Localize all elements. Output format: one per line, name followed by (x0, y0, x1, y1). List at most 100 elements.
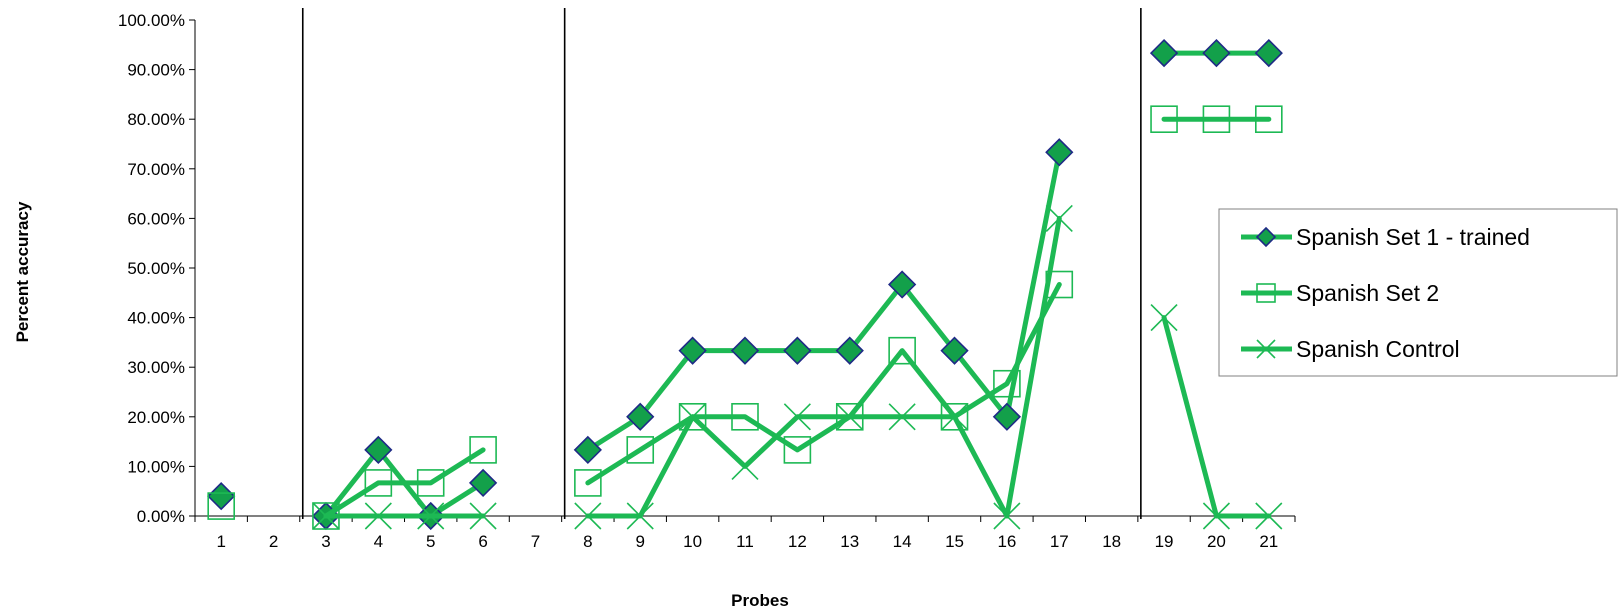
square-marker (993, 369, 1021, 398)
square-marker (1150, 105, 1178, 133)
x-tick-label: 13 (840, 532, 859, 551)
square-marker (416, 469, 445, 497)
y-tick-label: 30.00% (127, 358, 185, 377)
legend-item: Spanish Control (1241, 336, 1460, 362)
x-marker-stroke (836, 403, 864, 431)
series-layer (207, 38, 1283, 531)
x-marker (836, 403, 864, 431)
square-marker (574, 469, 602, 497)
x-tick-label: 8 (583, 532, 592, 551)
x-marker (731, 452, 759, 480)
y-axis-title: Percent accuracy (13, 201, 32, 342)
square-marker (888, 336, 916, 365)
diamond-marker (468, 468, 498, 498)
x-tick-label: 15 (945, 532, 964, 551)
x-tick-label: 1 (216, 532, 225, 551)
x-tick-label: 10 (683, 532, 702, 551)
square-marker (364, 469, 393, 497)
square-marker (678, 402, 707, 431)
diamond-marker (730, 336, 760, 365)
axes: 0.00% 10.00% 20.00% 30.00% 40.00% 50.00% 60.00… (118, 11, 1296, 551)
series-diamond (207, 38, 1283, 531)
series-x (312, 204, 1283, 530)
x-marker-stroke (731, 452, 759, 480)
x-tick-label: 19 (1155, 532, 1174, 551)
diamond-marker (992, 402, 1022, 431)
legend-label: Spanish Set 1 - trained (1296, 224, 1530, 250)
series-line (323, 447, 486, 519)
diamond-marker (1202, 38, 1231, 68)
x-marker (312, 502, 340, 530)
x-marker (1202, 502, 1230, 530)
x-marker (417, 502, 445, 530)
x-tick-label: 3 (321, 532, 330, 551)
x-marker-stroke (574, 502, 602, 530)
square-marker (783, 436, 812, 464)
square-marker (1202, 105, 1231, 133)
x-marker-stroke (940, 403, 969, 431)
x-marker (783, 403, 811, 431)
square-marker (469, 436, 497, 464)
x-tick-label: 7 (531, 532, 540, 551)
x-tick-label: 4 (374, 532, 383, 551)
x-tick-label: 20 (1207, 532, 1226, 551)
square-marker (1256, 283, 1276, 303)
x-marker-stroke (783, 403, 811, 431)
diamond-marker (888, 270, 917, 299)
x-marker (574, 502, 602, 530)
x-tick-label: 14 (893, 532, 912, 551)
x-marker-stroke (1255, 502, 1283, 530)
series-line (585, 215, 1062, 519)
diamond-marker (678, 336, 707, 365)
x-marker-stroke (626, 502, 654, 530)
square-marker (626, 436, 655, 464)
diamond-marker (626, 402, 655, 431)
x-tick-label: 9 (636, 532, 645, 551)
x-marker-stroke (1256, 339, 1276, 359)
diamond-marker (835, 336, 864, 365)
x-marker (940, 403, 969, 431)
legend-label: Spanish Set 2 (1296, 280, 1439, 306)
x-marker (469, 502, 497, 530)
legend-item: Spanish Set 2 (1241, 280, 1439, 306)
y-tick-label: 20.00% (127, 408, 185, 427)
square-marker (207, 492, 235, 520)
x-marker-stroke (888, 403, 916, 431)
x-marker-stroke (1150, 304, 1178, 332)
y-tick-label: 0.00% (137, 507, 185, 526)
x-tick-label: 21 (1259, 532, 1278, 551)
y-tick-label: 90.00% (127, 61, 185, 80)
x-tick-label: 18 (1102, 532, 1121, 551)
x-marker-stroke (312, 502, 340, 530)
y-tick-label: 60.00% (127, 209, 185, 228)
y-tick-label: 10.00% (127, 457, 185, 476)
y-tick-label: 40.00% (127, 309, 185, 328)
x-marker (626, 502, 654, 530)
square-marker (731, 402, 759, 431)
x-tick-label: 5 (426, 532, 435, 551)
y-tick-label: 100.00% (118, 11, 185, 30)
x-tick-label: 12 (788, 532, 807, 551)
diamond-marker (364, 435, 393, 465)
diamond-marker (1045, 138, 1074, 167)
diamond-marker (1149, 38, 1179, 68)
diamond-marker (940, 336, 969, 365)
legend-item: Spanish Set 1 - trained (1241, 224, 1530, 250)
x-tick-label: 6 (478, 532, 487, 551)
x-marker-stroke (364, 502, 392, 530)
diamond-marker (1254, 38, 1283, 68)
diamond-marker (573, 435, 602, 465)
x-marker-stroke (679, 403, 707, 431)
legend: Spanish Set 1 - trained Spanish Set 2 Span… (1218, 208, 1618, 377)
diamond-marker (207, 482, 236, 511)
x-marker (888, 403, 916, 431)
x-marker (993, 502, 1021, 530)
y-tick-label: 70.00% (127, 160, 185, 179)
x-marker (1255, 502, 1283, 530)
x-marker (1256, 339, 1276, 359)
x-tick-label: 17 (1050, 532, 1069, 551)
x-marker (1045, 204, 1073, 232)
x-axis-title: Probes (731, 591, 789, 610)
diamond-marker (1255, 226, 1277, 248)
